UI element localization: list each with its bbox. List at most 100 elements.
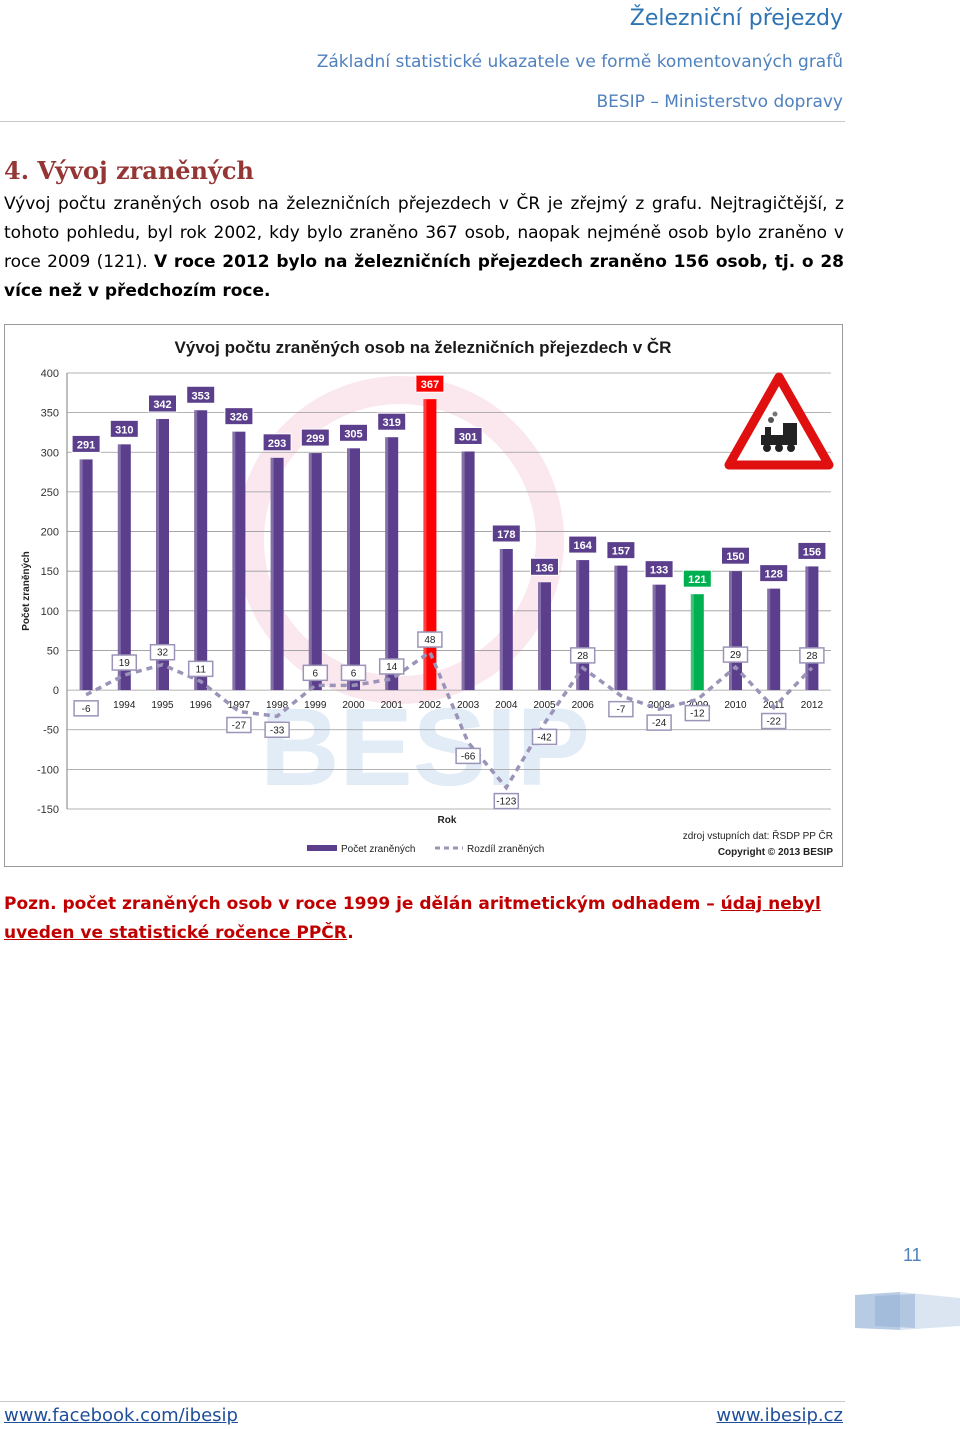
- bar-label-box: [109, 419, 139, 438]
- diff-value-label: 48: [424, 635, 436, 646]
- bar-highlight: [538, 582, 541, 691]
- bar-label-box: [644, 560, 674, 579]
- diff-label-box: [302, 664, 329, 682]
- bar-highlight: [117, 444, 121, 691]
- bar: [538, 582, 551, 691]
- diff-label-box: [149, 643, 176, 661]
- diff-value-label: -33: [270, 725, 285, 736]
- header-divider: [0, 121, 845, 122]
- bar-label-box: [71, 434, 101, 453]
- diff-label-box: [799, 647, 825, 664]
- note: Pozn. počet zraněných osob v roce 1999 j…: [4, 890, 844, 948]
- bar-value-label: 178: [497, 529, 515, 541]
- page-number: 11: [903, 1245, 922, 1265]
- bar: [461, 451, 475, 691]
- paragraph-bold: V roce 2012 bylo na železničních přejezd…: [4, 252, 844, 301]
- diff-label-box: [493, 792, 520, 810]
- bar: [270, 457, 284, 691]
- x-tick-label: 2003: [457, 700, 480, 711]
- bar-value-label: 157: [612, 546, 630, 558]
- bar-highlight: [576, 560, 580, 691]
- bar: [652, 584, 666, 691]
- diff-label-box: [226, 716, 252, 734]
- diff-value-label: 29: [730, 650, 742, 661]
- bar-label-box: [415, 374, 445, 393]
- note-underlined: údaj nebyl uveden ve statistické ročence…: [4, 894, 821, 943]
- bar-value-label: 156: [803, 546, 821, 558]
- chart-copyright: Copyright © 2013 BESIP: [718, 847, 834, 858]
- bar-label-box: [797, 541, 827, 560]
- legend-swatch-bars: [307, 845, 337, 851]
- chart-title: Vývoj počtu zraněných osob na železniční…: [175, 338, 672, 357]
- bar-highlight: [767, 588, 771, 691]
- diff-label-box: [417, 631, 443, 648]
- bar: [156, 418, 169, 691]
- bar-label-box: [377, 412, 407, 431]
- footer-facebook-link[interactable]: www.facebook.com/ibesip: [4, 1405, 238, 1426]
- diff-label-box: [111, 654, 138, 671]
- railway-crossing-warning-sign-icon: [724, 372, 834, 470]
- bar: [690, 594, 704, 691]
- x-tick-label: 1994: [113, 700, 136, 711]
- header-subtitle: Základní statistické ukazatele ve formě …: [316, 52, 843, 72]
- diff-value-label: 6: [313, 668, 319, 679]
- bar: [499, 548, 513, 691]
- diff-label-box: [73, 700, 99, 717]
- bar-value-label: 367: [421, 379, 439, 391]
- y-tick-label: -100: [37, 764, 59, 776]
- bar-label-box: [568, 535, 598, 554]
- bar-value-label: 136: [535, 562, 553, 574]
- diff-value-label: -66: [461, 751, 476, 762]
- bar: [614, 565, 628, 691]
- x-tick-label: 1999: [304, 700, 327, 711]
- header-title: Železniční přejezdy: [629, 6, 843, 31]
- diff-value-label: 19: [119, 658, 131, 669]
- y-tick-label: 400: [41, 368, 59, 380]
- y-tick-label: 350: [41, 408, 59, 420]
- diff-label-box: [608, 700, 634, 718]
- bar-value-label: 301: [459, 431, 477, 443]
- bar-value-label: 164: [574, 540, 593, 552]
- bar-value-label: 319: [383, 417, 401, 429]
- y-tick-label: 100: [41, 606, 59, 618]
- bar-highlight: [270, 457, 274, 691]
- x-axis-label: Rok: [438, 815, 457, 826]
- diff-value-label: -42: [537, 732, 552, 743]
- bar-highlight: [652, 584, 656, 691]
- footer-website-link[interactable]: www.ibesip.cz: [716, 1405, 843, 1426]
- bar-label-box: [759, 564, 789, 583]
- diff-label-box: [684, 704, 711, 722]
- x-tick-label: 1998: [266, 700, 289, 711]
- diff-value-label: 28: [806, 651, 818, 662]
- bar-label-box: [530, 557, 559, 576]
- bar-value-label: 353: [192, 390, 210, 402]
- bar-highlight: [614, 565, 618, 691]
- bar-label-box: [682, 569, 712, 588]
- bar-highlight: [690, 594, 694, 691]
- bar: [117, 444, 131, 691]
- legend-label-line: Rozdíl zraněných: [467, 844, 544, 855]
- bar-value-label: 299: [306, 433, 324, 445]
- x-tick-label: 1995: [151, 700, 174, 711]
- bar: [79, 459, 93, 691]
- bar: [767, 588, 781, 691]
- x-tick-label: 2001: [381, 700, 404, 711]
- bar-label-box: [148, 394, 177, 413]
- x-tick-label: 2008: [648, 700, 671, 711]
- chart-source: zdroj vstupních dat: ŘSDP PP ČR: [683, 829, 833, 842]
- diff-value-label: -7: [616, 705, 625, 716]
- diff-label-box: [455, 747, 481, 765]
- bar-label-box: [491, 524, 521, 543]
- bar-label-box: [721, 546, 750, 565]
- y-axis-label: Počet zraněných: [21, 551, 32, 630]
- bar-value-label: 133: [650, 565, 668, 577]
- diff-value-label: 28: [577, 651, 589, 662]
- bar-value-label: 342: [153, 399, 171, 411]
- bar-value-label: 305: [344, 428, 362, 440]
- bar: [194, 410, 208, 691]
- diff-value-label: -24: [652, 718, 667, 729]
- diff-label-box: [760, 712, 787, 730]
- bar-label-box: [186, 385, 216, 404]
- legend-label-bars: Počet zraněných: [341, 844, 416, 855]
- diff-value-label: 32: [157, 648, 169, 659]
